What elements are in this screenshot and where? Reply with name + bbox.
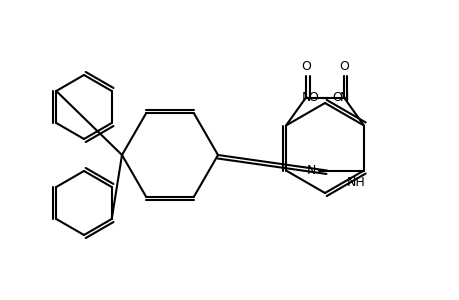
Text: O: O: [331, 91, 341, 104]
Text: O: O: [301, 60, 310, 73]
Text: N: N: [339, 91, 348, 104]
Text: NH: NH: [346, 176, 364, 189]
Text: N: N: [301, 91, 310, 104]
Text: N: N: [306, 164, 315, 177]
Text: O: O: [338, 60, 348, 73]
Text: O: O: [308, 91, 317, 104]
